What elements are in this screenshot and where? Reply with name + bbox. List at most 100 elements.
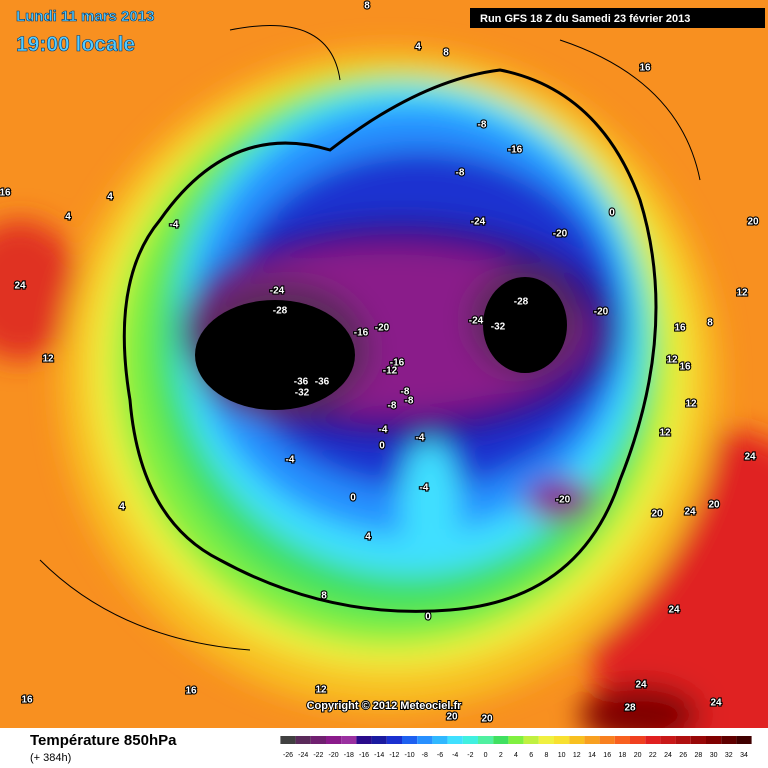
scale-label: 6 — [529, 752, 533, 759]
scale-label: 14 — [588, 752, 596, 759]
scale-label: -24 — [298, 752, 308, 759]
contour-label: 24 — [635, 680, 647, 691]
contour-label: 0 — [425, 612, 431, 623]
contour-label: -4 — [170, 220, 179, 231]
contour-label: 24 — [684, 507, 696, 518]
scale-swatch — [341, 736, 357, 744]
contour-label: -8 — [401, 387, 410, 398]
contour-label: -4 — [420, 483, 429, 494]
footer — [0, 728, 768, 768]
scale-swatch — [523, 736, 539, 744]
scale-label: 28 — [695, 752, 703, 759]
scale-label: 30 — [710, 752, 718, 759]
footer-title: Température 850hPa — [30, 732, 177, 749]
contour-label: 12 — [42, 354, 54, 365]
contour-label: -16 — [354, 328, 369, 339]
contour-label: 16 — [679, 362, 691, 373]
contour-labels: 8 4 8 16 -8 -16 -8 0 -24 -20 20 16 4 4 -4 -24 -28 -28 -20 1… — [0, 0, 760, 726]
contour-label: 4 — [119, 502, 125, 513]
scale-swatch — [645, 736, 661, 744]
contour-label: 20 — [446, 712, 458, 723]
contour-label: -36 — [315, 377, 330, 388]
contour-label: 8 — [321, 591, 327, 602]
contour-label: 4 — [65, 212, 71, 223]
scale-label: -12 — [389, 752, 399, 759]
scale-swatch — [614, 736, 630, 744]
copyright: Copyright © 2012 Meteociel.fr — [307, 700, 463, 712]
contour-label: 12 — [736, 288, 748, 299]
scale-label: 0 — [484, 752, 488, 759]
scale-label: -10 — [405, 752, 415, 759]
scale-label: 34 — [740, 752, 748, 759]
contour-label: -16 — [390, 358, 405, 369]
scale-swatch — [402, 736, 418, 744]
contour-label: -28 — [514, 297, 529, 308]
color-scale: -26 -24 -22 -20 -18 -16 -14 -12 -10 -8 -6 -4 -2 0 2 4 6 8… — [280, 736, 752, 759]
scale-label: 2 — [499, 752, 503, 759]
contour-label: -4 — [416, 433, 425, 444]
contour-label: -16 — [508, 145, 523, 156]
contour-label: -24 — [469, 316, 484, 327]
scale-label: -2 — [467, 752, 473, 759]
contour-label: 16 — [0, 188, 11, 199]
scale-label: -26 — [283, 752, 293, 759]
contour-label: -24 — [270, 286, 285, 297]
contour-label: -20 — [556, 495, 571, 506]
scale-swatch — [721, 736, 737, 744]
scale-swatch — [630, 736, 646, 744]
scale-swatch — [310, 736, 326, 744]
scale-label: -20 — [329, 752, 339, 759]
scale-swatch — [417, 736, 433, 744]
contour-label: -8 — [388, 401, 397, 412]
scale-swatch — [371, 736, 387, 744]
scale-label: 4 — [514, 752, 518, 759]
contour-label: -8 — [478, 120, 487, 131]
contour-label: 12 — [666, 355, 678, 366]
scale-swatch — [295, 736, 311, 744]
contour-label: -20 — [594, 307, 609, 318]
scale-swatch — [706, 736, 722, 744]
scale-label: -8 — [422, 752, 428, 759]
contour-label: 12 — [659, 428, 671, 439]
scale-swatch — [432, 736, 448, 744]
contour-label: 24 — [744, 452, 756, 463]
contour-label: -8 — [405, 396, 414, 407]
contour-label: 0 — [379, 441, 385, 452]
scale-label: -16 — [359, 752, 369, 759]
date: Lundi 11 mars 2013 — [16, 8, 154, 25]
scale-swatch — [736, 736, 752, 744]
contour-label: 24 — [14, 281, 26, 292]
contour-label: -20 — [375, 323, 390, 334]
contour-label: 16 — [674, 323, 686, 334]
scale-label: 22 — [649, 752, 657, 759]
contour-label: 16 — [21, 695, 33, 706]
footer-lead: (+ 384h) — [30, 752, 71, 764]
contour-label: 20 — [651, 509, 663, 520]
contour-label: -20 — [553, 229, 568, 240]
time: 19:00 locale — [16, 33, 135, 56]
scale-label: 26 — [679, 752, 687, 759]
scale-swatch — [447, 736, 463, 744]
scale-swatch — [675, 736, 691, 744]
scale-label: -14 — [374, 752, 384, 759]
scale-label: 10 — [558, 752, 566, 759]
contour-label: 4 — [365, 532, 371, 543]
contour-label: -28 — [273, 306, 288, 317]
contour-label: -36 — [294, 377, 309, 388]
scale-swatch — [508, 736, 524, 744]
contour-label: -32 — [491, 322, 506, 333]
scale-swatch — [326, 736, 342, 744]
scale-swatch — [584, 736, 600, 744]
contour-label: -24 — [471, 217, 486, 228]
contour-label: 20 — [481, 714, 493, 725]
contour-label: 16 — [639, 63, 651, 74]
run-box — [470, 8, 765, 28]
scale-swatch — [478, 736, 494, 744]
contour-label: -4 — [286, 455, 295, 466]
scale-swatch — [538, 736, 554, 744]
scale-label: 32 — [725, 752, 733, 759]
contour-label: 0 — [609, 208, 615, 219]
contour-label: 8 — [364, 1, 370, 12]
scale-swatch — [386, 736, 402, 744]
